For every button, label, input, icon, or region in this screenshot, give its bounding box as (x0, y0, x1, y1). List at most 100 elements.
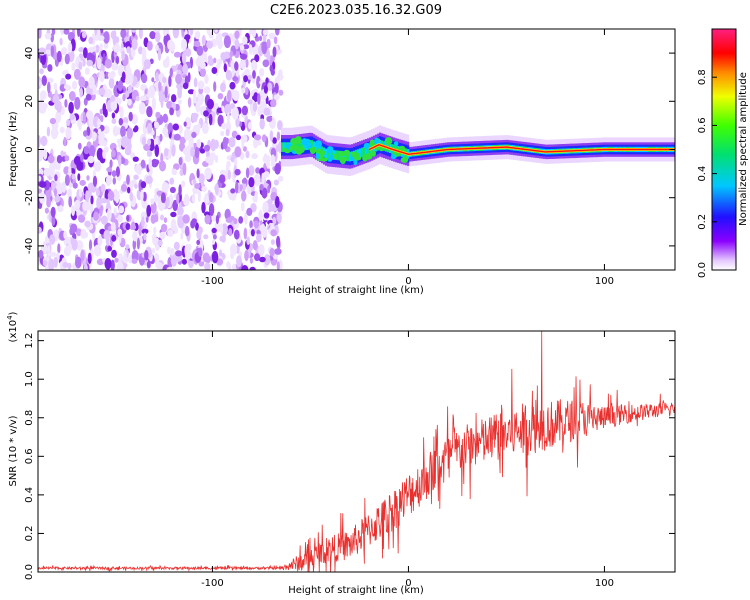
spectrogram-noise-cell (184, 48, 192, 57)
spectrogram-noise-cell (151, 247, 156, 254)
spectrogram-noise-cell (221, 122, 227, 130)
spectrogram-noise-cell (118, 117, 124, 126)
spectrogram-noise-cell (82, 201, 89, 212)
spectrogram-noise-cell (229, 103, 235, 110)
spectrogram-noise-cell (173, 51, 182, 58)
spectrogram-noise-cell (121, 50, 126, 61)
spectrogram-noise-cell (106, 175, 112, 185)
spectrogram-band-core (299, 141, 302, 151)
spectrogram-noise-cell (49, 251, 57, 257)
spectrogram-band-blob (326, 146, 334, 154)
spectrogram-noise-cell (78, 188, 83, 198)
spectrogram-noise-cell (38, 149, 44, 161)
spectrogram-noise-cell (63, 230, 67, 239)
spectrogram-noise-cell (51, 214, 56, 226)
colorbar: 0.0 0.2 0.4 0.6 0.8 Normalized spectral ampl… (697, 28, 749, 278)
spectrogram-noise-cell (259, 256, 266, 263)
spectrogram-noise-cell (68, 165, 72, 177)
spectrogram-noise-cell (259, 35, 263, 42)
spectrogram-noise-cell (220, 130, 225, 137)
spectrogram-noise-cell (192, 193, 196, 204)
spectrogram-noise-cell (126, 127, 133, 140)
spectrogram-noise-cell (272, 137, 277, 144)
spectrogram-noise-cell (181, 180, 186, 188)
spectrogram-noise-cell (270, 99, 277, 108)
spectrogram-noise-cell (258, 244, 265, 256)
spectrogram-noise-cell (252, 195, 257, 203)
spectrogram-noise-cell (44, 207, 50, 214)
spectrogram-noise-cell (134, 183, 138, 189)
spectrogram-noise-cell (234, 30, 240, 39)
spectrogram-noise-cell (123, 250, 127, 263)
spectrogram-noise-cell (273, 94, 280, 101)
spectrogram-band-blob (365, 153, 373, 160)
spectrogram-band-blob (363, 142, 371, 149)
spectrogram-noise-cell (187, 89, 195, 95)
spectrogram-noise-cell (168, 75, 172, 88)
spectrogram-noise-cell (249, 266, 256, 270)
spectrogram-noise-cell (85, 93, 92, 101)
spectrogram-noise-cell (167, 39, 174, 50)
spectrogram-noise-cell (217, 114, 224, 127)
spectrogram-noise-cell (83, 47, 88, 59)
spectrogram-noise-cell (229, 81, 236, 90)
spectrogram-noise-cell (201, 34, 206, 46)
spectrogram-noise-cell (54, 195, 61, 203)
spectrogram-noise-cell (57, 243, 61, 254)
spectrogram-noise-cell (88, 239, 93, 251)
spectrogram-noise-cell (39, 68, 44, 75)
spectrogram-noise-cell (243, 75, 249, 83)
spectrogram-noise-cell (257, 93, 261, 105)
spectrogram-band-core (337, 150, 340, 161)
spectrogram-noise-cell (199, 148, 206, 154)
spectrogram-band-core (327, 149, 330, 160)
spectrogram-noise-cell (118, 205, 125, 214)
spectrogram-noise-cell (78, 121, 82, 131)
spectrogram-noise-cell (169, 186, 176, 194)
snr-y-tick-label: 0.8 (24, 410, 35, 426)
spectrogram-noise-cell (38, 29, 42, 39)
spectrogram-noise-cell (63, 29, 70, 35)
spectrogram-noise-cell (158, 80, 162, 92)
spectrogram-noise-cell (215, 214, 219, 225)
spectrogram-noise-cell (191, 218, 197, 224)
spectrogram-noise-cell (117, 80, 124, 92)
spectrogram-marks (38, 29, 675, 270)
spectrogram-noise-cell (86, 175, 90, 181)
spectrogram-noise-cell (147, 122, 153, 134)
spectrogram-noise-cell (214, 183, 219, 195)
spectrogram-noise-cell (211, 67, 218, 74)
spectrogram-noise-cell (136, 237, 140, 250)
spectrogram-noise-cell (256, 75, 261, 89)
spectrogram-noise-cell (71, 205, 75, 217)
spectrogram-noise-cell (47, 155, 55, 164)
spectrogram-noise-cell (173, 133, 181, 141)
spectrogram-noise-cell (104, 58, 112, 69)
spectrogram-noise-cell (92, 131, 97, 142)
spectrogram-noise-cell (95, 44, 100, 53)
spectrogram-noise-cell (64, 53, 70, 65)
spectrogram-noise-cell (39, 80, 43, 87)
spectrogram-noise-cell (153, 226, 157, 234)
spectrogram-noise-cell (162, 29, 168, 36)
spectrogram-band-blob (289, 145, 296, 151)
snr-axes: -100 0 100 0.0 0.2 0.4 0.6 0.8 1.0 1.2 (24, 331, 675, 589)
spectrogram-noise-cell (239, 44, 245, 51)
spectrogram-noise-cell (127, 84, 133, 94)
spectrogram-noise-cell (50, 126, 59, 140)
spectrogram-noise-cell (241, 105, 248, 116)
spectrogram-noise-cell (254, 54, 260, 63)
spectrogram-noise-cell (106, 198, 110, 210)
spectrogram-noise-cell (146, 260, 151, 269)
spectrogram-noise-cell (125, 244, 130, 250)
spectrogram-noise-cell (90, 195, 94, 205)
spectrogram-noise-cell (150, 201, 157, 214)
spectrogram-noise-cell (146, 204, 152, 217)
spectrogram-noise-cell (155, 111, 161, 119)
spectrogram-noise-cell (194, 30, 201, 40)
spectrogram-noise-cell (263, 171, 270, 178)
spectrogram-band-blob (332, 153, 339, 159)
spectrogram-noise-cell (266, 116, 273, 122)
spectrogram-noise-cell (277, 120, 283, 131)
spectrogram-noise-cell (274, 248, 282, 255)
